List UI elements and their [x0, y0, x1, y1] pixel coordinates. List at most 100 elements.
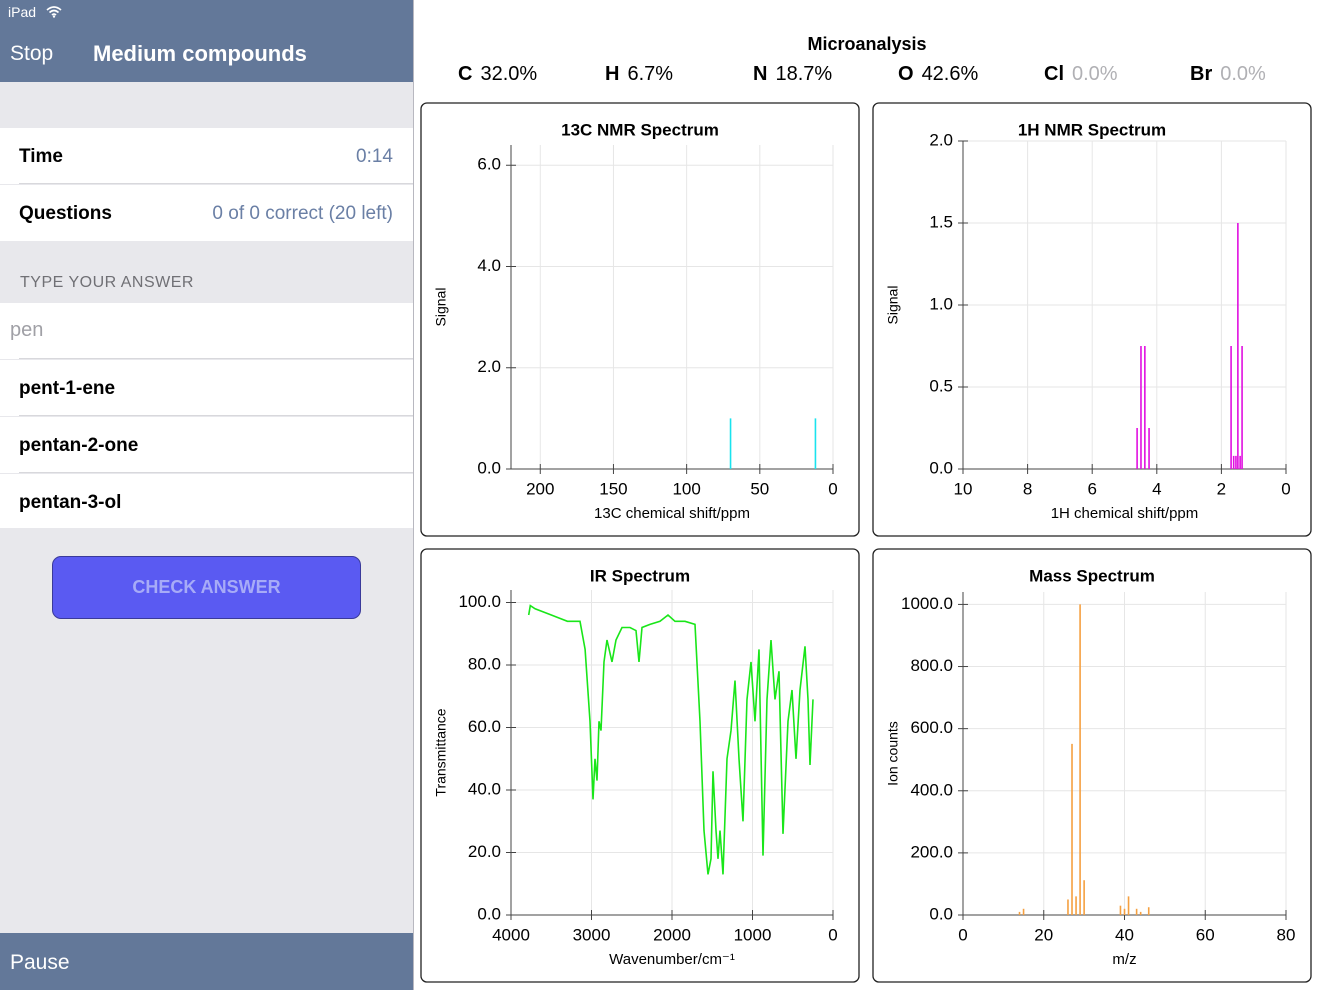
x-tick-label: 40 — [1115, 925, 1134, 944]
y-tick-label: 2.0 — [477, 357, 501, 376]
chart-title: 1H NMR Spectrum — [1018, 120, 1166, 139]
element: H 6.7% — [605, 63, 673, 86]
y-tick-label: 1000.0 — [901, 594, 953, 613]
spectrum-line — [527, 604, 814, 875]
y-axis-label: Signal — [885, 286, 901, 325]
wifi-icon — [46, 6, 62, 18]
suggestion[interactable]: pentan-2-one — [0, 417, 413, 473]
toolbar: Pause — [0, 933, 413, 990]
chart-title: Mass Spectrum — [1029, 566, 1155, 585]
microanalysis-title: Microanalysis — [807, 34, 927, 54]
y-tick-label: 4.0 — [477, 256, 501, 275]
suggestion[interactable]: pent-1-ene — [0, 360, 413, 416]
section-header: TYPE YOUR ANSWER — [20, 274, 194, 291]
element-value: 0.0% — [1072, 63, 1118, 85]
element-symbol: H — [605, 63, 620, 85]
element-value: 32.0% — [480, 63, 538, 85]
y-tick-label: 100.0 — [458, 592, 501, 611]
x-tick-label: 200 — [526, 479, 554, 498]
y-tick-label: 6.0 — [477, 155, 501, 174]
chart-panel — [872, 548, 1312, 983]
y-tick-label: 60.0 — [468, 717, 501, 736]
element: N 18.7% — [753, 63, 832, 86]
row-value: 0 of 0 correct (20 left) — [212, 203, 393, 224]
x-tick-label: 0 — [1281, 479, 1290, 498]
row-value: 0:14 — [356, 146, 393, 167]
x-tick-label: 2000 — [653, 925, 691, 944]
check-answer-button[interactable]: CHECK ANSWER — [52, 556, 361, 619]
element: C 32.0% — [458, 63, 537, 86]
chart-title: 13C NMR Spectrum — [561, 120, 719, 139]
element-value: 18.7% — [775, 63, 833, 85]
y-tick-label: 40.0 — [468, 779, 501, 798]
x-axis-label: 13C chemical shift/ppm — [594, 505, 750, 522]
suggestion[interactable]: pentan-3-ol — [0, 474, 413, 528]
stop-button[interactable]: Stop — [10, 42, 54, 65]
y-tick-label: 0.0 — [929, 458, 953, 477]
x-tick-label: 100 — [672, 479, 700, 498]
x-tick-label: 20 — [1034, 925, 1053, 944]
chart-panel — [420, 102, 860, 537]
x-tick-label: 4 — [1152, 479, 1161, 498]
suggestion-text: pentan-2-one — [19, 435, 139, 456]
x-tick-label: 0 — [828, 925, 837, 944]
y-tick-label: 0.0 — [929, 904, 953, 923]
x-tick-label: 10 — [954, 479, 973, 498]
questions-row: Questions 0 of 0 correct (20 left) — [0, 185, 413, 241]
chart-title: IR Spectrum — [590, 566, 690, 585]
element-symbol: Cl — [1044, 63, 1064, 85]
x-tick-label: 0 — [828, 479, 837, 498]
element: Br 0.0% — [1190, 63, 1266, 86]
y-axis-label: Transmittance — [433, 708, 449, 796]
x-tick-label: 6 — [1087, 479, 1096, 498]
y-tick-label: 1.0 — [929, 294, 953, 313]
y-axis-label: Signal — [433, 288, 449, 327]
x-tick-label: 1000 — [734, 925, 772, 944]
element: O 42.6% — [898, 63, 978, 86]
y-tick-label: 20.0 — [468, 842, 501, 861]
time-row: Time 0:14 — [0, 128, 413, 184]
row-label: Questions — [19, 203, 112, 224]
answer-input[interactable]: pen — [0, 303, 413, 359]
y-tick-label: 2.0 — [929, 130, 953, 149]
x-tick-label: 0 — [958, 925, 967, 944]
y-tick-label: 400.0 — [910, 780, 953, 799]
x-axis-label: 1H chemical shift/ppm — [1051, 505, 1199, 522]
element: Cl 0.0% — [1044, 63, 1118, 86]
x-tick-label: 60 — [1196, 925, 1215, 944]
status-device: iPad — [8, 4, 37, 20]
y-tick-label: 200.0 — [910, 842, 953, 861]
nav-bar: iPad Stop Medium compounds — [0, 0, 413, 82]
element-symbol: Br — [1190, 63, 1213, 85]
y-tick-label: 0.5 — [929, 376, 953, 395]
y-tick-label: 0.0 — [477, 458, 501, 477]
y-tick-label: 1.5 — [929, 212, 953, 231]
sidebar: iPad Stop Medium compounds Time 0:14 Ques… — [0, 0, 414, 990]
element-value: 42.6% — [921, 63, 979, 85]
x-tick-label: 150 — [599, 479, 627, 498]
nav-title: Medium compounds — [93, 41, 307, 66]
y-tick-label: 80.0 — [468, 654, 501, 673]
x-tick-label: 3000 — [573, 925, 611, 944]
row-label: Time — [19, 146, 64, 167]
y-tick-label: 800.0 — [910, 656, 953, 675]
suggestion-text: pent-1-ene — [19, 378, 116, 399]
element-value: 0.0% — [1220, 63, 1266, 85]
x-axis-label: Wavenumber/cm⁻¹ — [609, 951, 735, 968]
x-tick-label: 4000 — [492, 925, 530, 944]
input-text: pen — [10, 319, 44, 341]
x-tick-label: 2 — [1217, 479, 1226, 498]
element-symbol: C — [458, 63, 473, 85]
y-axis-label: Ion counts — [885, 721, 901, 786]
y-tick-label: 600.0 — [910, 718, 953, 737]
y-tick-label: 0.0 — [477, 904, 501, 923]
element-symbol: O — [898, 63, 914, 85]
element-symbol: N — [753, 63, 768, 85]
suggestion-text: pentan-3-ol — [19, 492, 122, 513]
chart-panel — [420, 548, 860, 983]
x-tick-label: 8 — [1023, 479, 1032, 498]
pause-button[interactable]: Pause — [10, 951, 70, 974]
x-axis-label: m/z — [1112, 951, 1136, 968]
x-tick-label: 50 — [750, 479, 769, 498]
